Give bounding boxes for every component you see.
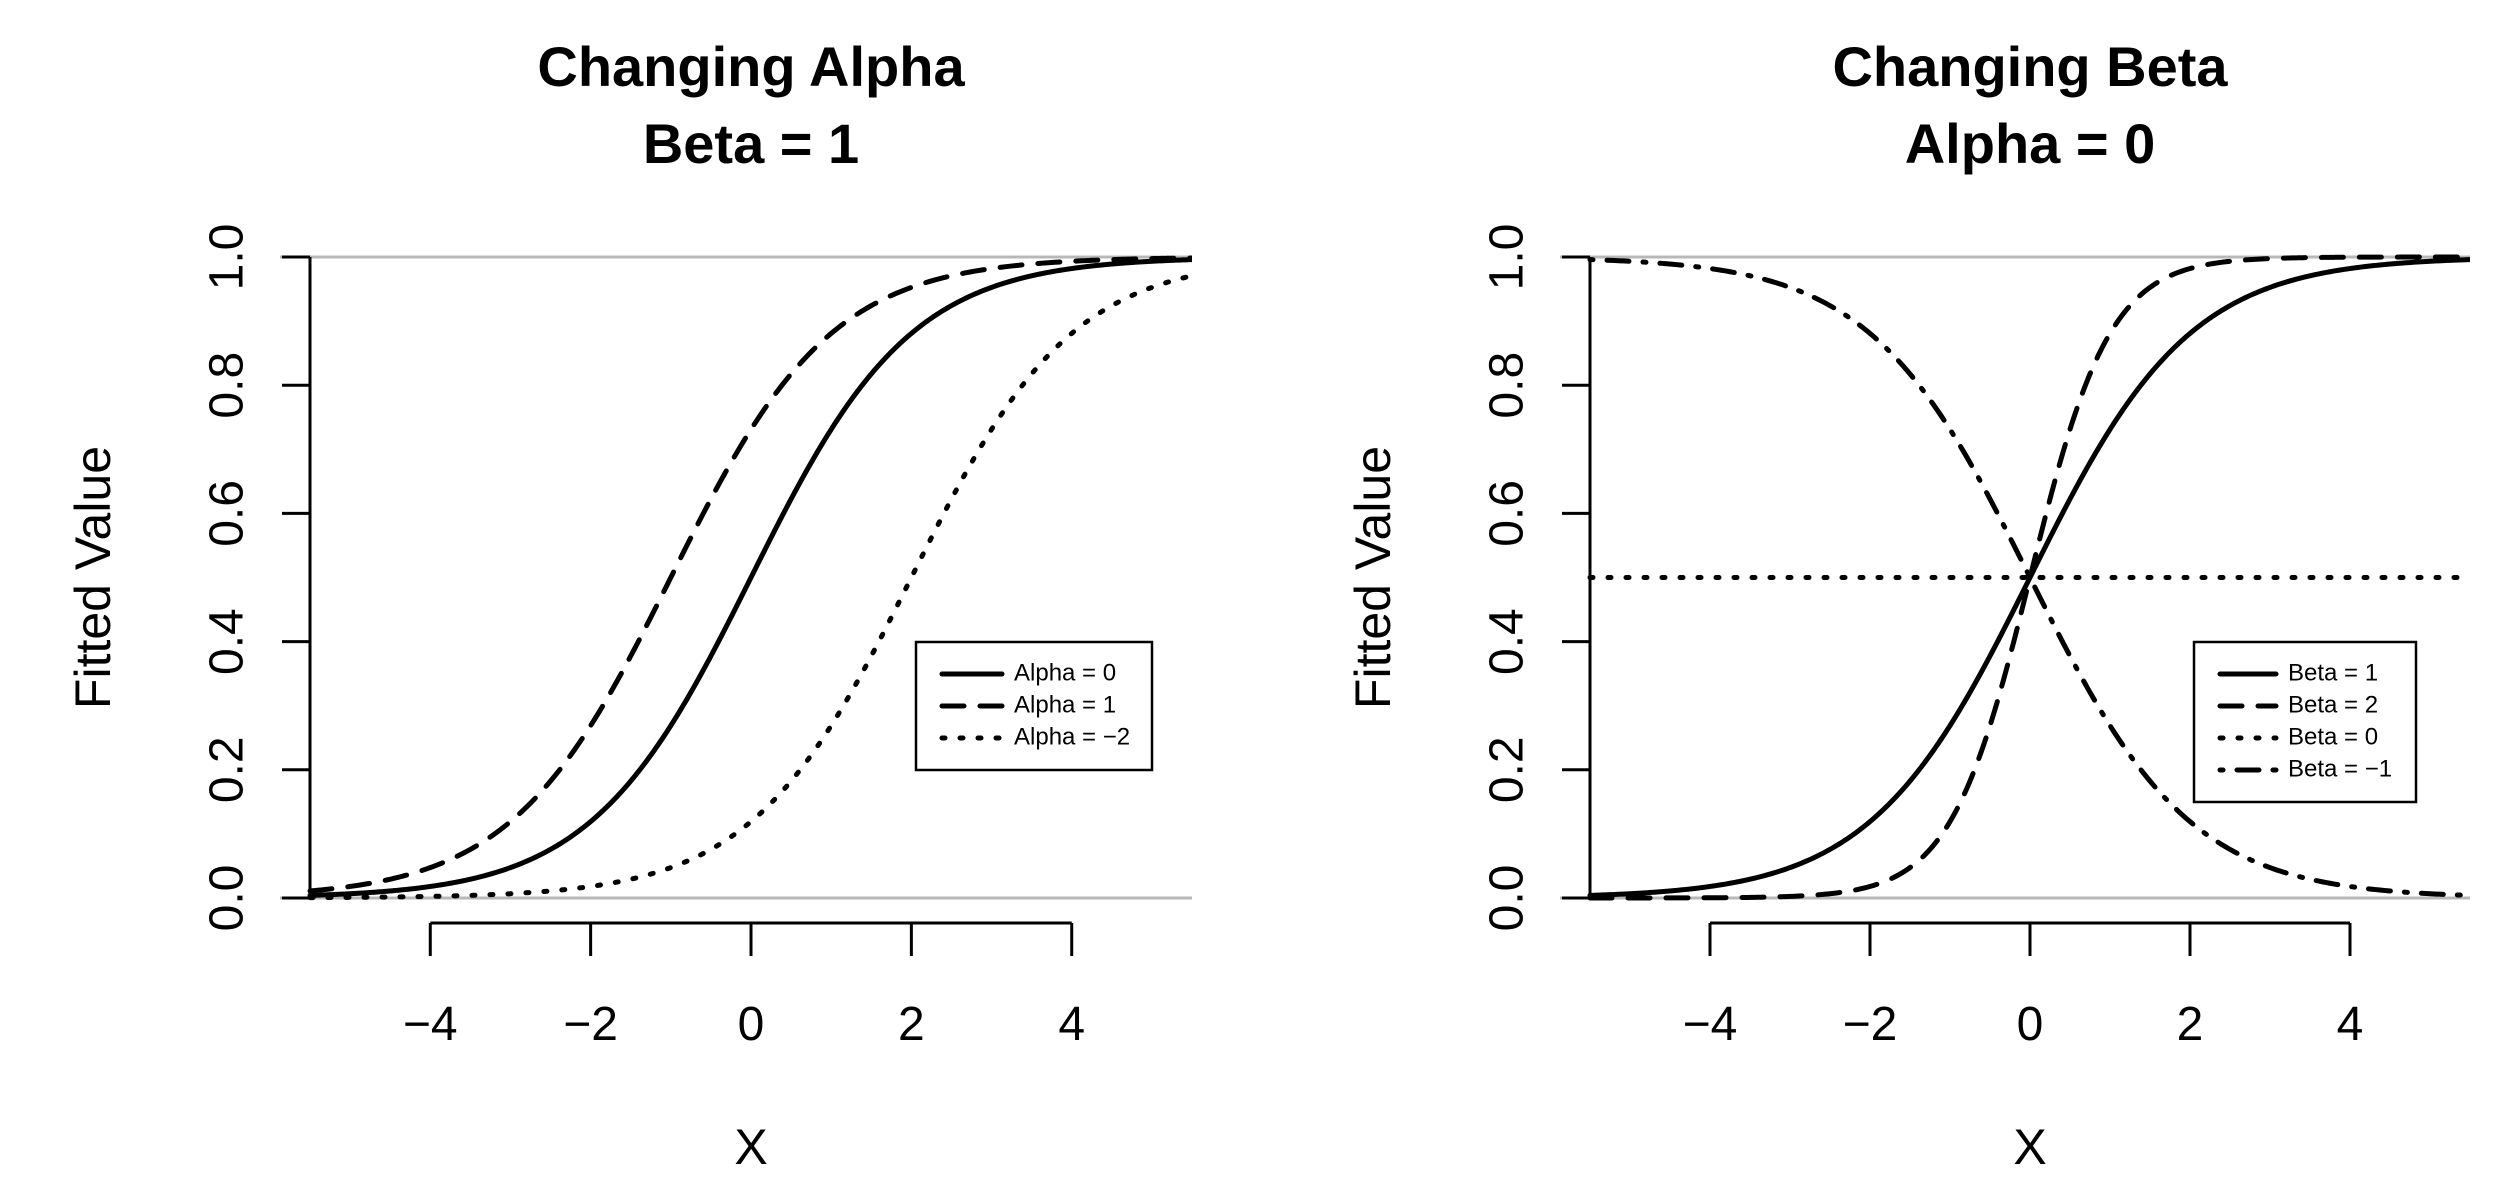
- y-tick-label: 0.8: [201, 352, 254, 419]
- y-tick-label: 0.4: [201, 608, 254, 675]
- chart-title: Changing Beta: [1832, 35, 2228, 98]
- chart-panel-2: Changing Beta Alpha = 0 0.0 0.2 0.4 0.6 0.8 1.0…: [1345, 35, 2470, 1175]
- series-line: [307, 255, 1192, 894]
- x-tick-label: 4: [1058, 998, 1085, 1051]
- legend-label: Beta = 2: [2288, 691, 2378, 718]
- y-tick-label: 0.4: [1481, 608, 1534, 675]
- y-tick-label: 0.2: [201, 736, 254, 803]
- x-tick-label: 0: [738, 998, 765, 1051]
- x-tick-label: −4: [1683, 998, 1738, 1051]
- chart-subtitle: Beta = 1: [643, 112, 859, 175]
- chart-title: Changing Alpha: [537, 35, 965, 98]
- series-line: [1587, 254, 2470, 901]
- series-line: [307, 273, 1192, 901]
- series-line: [1587, 257, 2470, 898]
- series-line: [307, 257, 1192, 898]
- y-axis-label: Fitted Value: [65, 446, 121, 709]
- legend-label: Beta = 1: [2288, 659, 2378, 686]
- y-tick-label: 0.6: [1481, 480, 1534, 547]
- chart-panel-1: Changing Alpha Beta = 1 0.0 0.2 0.4 0.6 0.8 1.0…: [65, 35, 1192, 1175]
- x-tick-label: 0: [2017, 998, 2044, 1051]
- x-axis-label: X: [2013, 1119, 2046, 1175]
- x-tick-label: 2: [2177, 998, 2204, 1051]
- y-axis-label: Fitted Value: [1345, 446, 1401, 709]
- legend-label: Alpha = 0: [1014, 659, 1116, 686]
- y-tick-label: 0.0: [1481, 865, 1534, 932]
- x-tick-label: 2: [898, 998, 925, 1051]
- y-tick-label: 1.0: [1481, 224, 1534, 291]
- chart-subtitle: Alpha = 0: [1905, 112, 2156, 175]
- y-tick-label: 1.0: [201, 224, 254, 291]
- x-tick-label: −4: [403, 998, 458, 1051]
- legend-label: Beta = −1: [2288, 755, 2392, 782]
- legend-label: Beta = 0: [2288, 723, 2378, 750]
- y-tick-label: 0.8: [1481, 352, 1534, 419]
- legend-label: Alpha = 1: [1014, 691, 1116, 718]
- x-tick-label: 4: [2337, 998, 2364, 1051]
- x-axis-label: X: [734, 1119, 767, 1175]
- legend: Beta = 1 Beta = 2 Beta = 0 Beta = −1: [2192, 640, 2418, 804]
- y-tick-label: 0.6: [201, 480, 254, 547]
- legend: Alpha = 0 Alpha = 1 Alpha = −2: [914, 640, 1154, 772]
- x-tick-label: −2: [563, 998, 618, 1051]
- x-tick-label: −2: [1843, 998, 1898, 1051]
- legend-label: Alpha = −2: [1014, 723, 1130, 750]
- legend-box: [2192, 640, 2418, 804]
- y-tick-label: 0.2: [1481, 736, 1534, 803]
- y-tick-label: 0.0: [201, 865, 254, 932]
